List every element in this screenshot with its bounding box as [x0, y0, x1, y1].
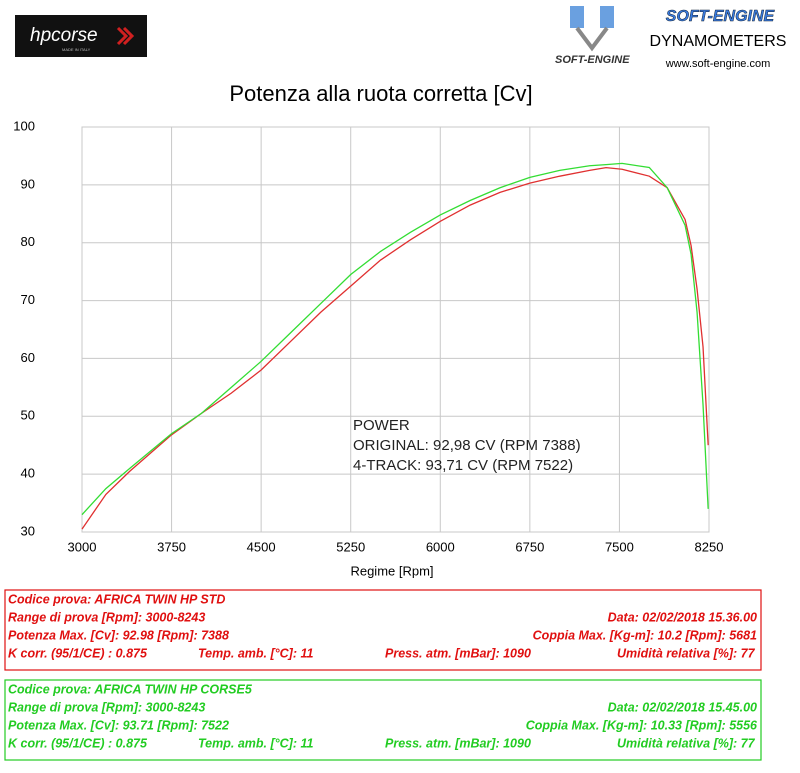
info-text: K corr. (95/1/CE) : 0.875 — [8, 646, 148, 660]
hpcorse-logo: hpcorse MADE IN ITALY — [15, 15, 147, 57]
x-tick-label: 7500 — [605, 539, 634, 554]
y-tick-label: 30 — [21, 523, 35, 538]
info-text: Umidità relativa [%]: 77 — [617, 736, 756, 750]
chart-title: Potenza alla ruota corretta [Cv] — [229, 81, 532, 106]
x-tick-label: 8250 — [695, 539, 724, 554]
power-line — [81, 162, 709, 516]
x-tick-label: 5250 — [336, 539, 365, 554]
x-axis-label: Regime [Rpm] — [350, 563, 433, 578]
brand: hpcorse — [30, 25, 98, 46]
grid: 30 40 50 60 70 80 90 100 3000 3750 4500 5250 6000 675… — [13, 118, 723, 554]
y-tick-label: 100 — [13, 118, 35, 133]
x-tick-label: 6000 — [426, 539, 455, 554]
rods — [575, 26, 609, 52]
logo-chevrons — [116, 26, 135, 46]
info-text: Range di prova [Rpm]: 3000-8243 — [8, 610, 205, 624]
plot: POWER ORIGINAL: 92,98 CV (RPM 7388) 4-TRAC… — [81, 162, 709, 530]
info-text: Press. atm. [mBar]: 1090 — [385, 736, 531, 750]
info-text: Temp. amb. [°C]: 11 — [198, 736, 313, 750]
info-text: Codice prova: AFRICA TWIN HP CORSE5 — [8, 682, 253, 696]
annotation: 4-TRACK: 93,71 CV (RPM 7522) — [353, 457, 573, 474]
website: www.soft-engine.com — [665, 58, 771, 70]
x-tick-label: 4500 — [247, 539, 276, 554]
product: DYNAMOMETERS — [650, 33, 787, 50]
info-text: Temp. amb. [°C]: 11 — [198, 646, 313, 660]
annotation: ORIGINAL: 92,98 CV (RPM 7388) — [353, 437, 581, 454]
piston — [570, 6, 584, 28]
info-text: K corr. (95/1/CE) : 0.875 — [8, 736, 148, 750]
info-text: Range di prova [Rpm]: 3000-8243 — [8, 700, 205, 714]
info-text: Potenza Max. [Cv]: 92.98 [Rpm]: 7388 — [8, 628, 229, 642]
info-text: Press. atm. [mBar]: 1090 — [385, 646, 531, 660]
y-tick-label: 40 — [21, 466, 35, 481]
info-text: Umidità relativa [%]: 77 — [617, 646, 756, 660]
company: SOFT-ENGINE — [666, 8, 776, 25]
x-tick-label: 3000 — [68, 539, 97, 554]
power-line — [81, 166, 709, 530]
x-tick-label: 3750 — [157, 539, 186, 554]
x-tick-label: 6750 — [515, 539, 544, 554]
info-text: Coppia Max. [Kg-m]: 10.33 [Rpm]: 5556 — [526, 718, 758, 732]
annotation: POWER — [353, 417, 410, 434]
y-tick-label: 50 — [21, 408, 35, 423]
info-boxes: Codice prova: AFRICA TWIN HP STD Range di… — [4, 589, 762, 761]
y-tick-label: 70 — [21, 292, 35, 307]
info-text: Coppia Max. [Kg-m]: 10.2 [Rpm]: 5681 — [533, 628, 757, 642]
info-text: Potenza Max. [Cv]: 93.71 [Rpm]: 7522 — [8, 718, 229, 732]
info-text: Codice prova: AFRICA TWIN HP STD — [8, 592, 225, 606]
piston — [600, 6, 614, 28]
logo-text: SOFT-ENGINE — [555, 54, 630, 66]
y-tick-label: 80 — [21, 234, 35, 249]
info-box — [4, 679, 762, 761]
info-box — [4, 589, 762, 671]
soft-engine-logo: SOFT-ENGINE SOFT-ENGINE DYNAMOMETERS www… — [555, 6, 786, 70]
brand-sub: MADE IN ITALY — [62, 47, 91, 52]
y-tick-label: 60 — [21, 350, 35, 365]
y-tick-label: 90 — [21, 176, 35, 191]
info-text: Data: 02/02/2018 15.36.00 — [608, 610, 757, 624]
plot-border — [81, 126, 710, 533]
info-text: Data: 02/02/2018 15.45.00 — [608, 700, 757, 714]
